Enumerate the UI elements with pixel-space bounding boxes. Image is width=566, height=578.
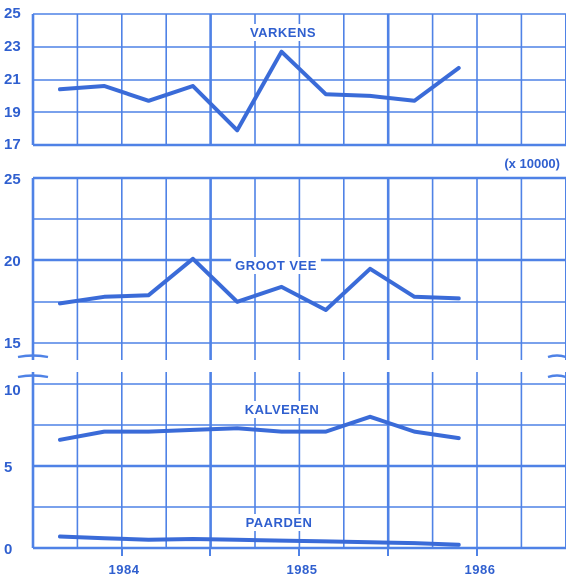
data-point [368, 540, 372, 544]
data-point [368, 415, 372, 419]
y-tick-label: 0 [4, 541, 12, 558]
y-tick-label: 25 [4, 171, 21, 188]
y-tick-label: 5 [4, 459, 12, 476]
data-point [58, 87, 62, 91]
data-point [324, 308, 328, 312]
series-label: GROOT VEE [235, 258, 317, 273]
data-point [191, 428, 195, 432]
data-point [191, 537, 195, 541]
data-point [368, 267, 372, 271]
data-point [147, 293, 151, 297]
series-line [58, 414, 461, 442]
data-point [102, 84, 106, 88]
x-tick-label: 1984 [109, 562, 140, 577]
x-tick-label: 1985 [287, 562, 318, 577]
series-label: PAARDEN [246, 515, 313, 530]
data-point [147, 538, 151, 542]
data-point [457, 296, 461, 301]
y-tick-label: 20 [4, 253, 21, 270]
data-point [412, 541, 416, 545]
unit-note: (x 10000) [504, 156, 560, 171]
y-tick-label: 19 [4, 104, 21, 121]
label-background [245, 24, 321, 41]
panel-varkens: 25 23 21 19 17 VARKENS [4, 5, 321, 153]
y-tick-label: 21 [4, 71, 21, 88]
data-point [412, 295, 416, 299]
series-line [58, 49, 461, 133]
data-point [324, 429, 328, 434]
data-point [235, 426, 239, 430]
data-point [324, 539, 328, 544]
grid [17, 13, 566, 556]
data-point [191, 257, 195, 261]
y-tick-label: 25 [4, 5, 21, 22]
label-background [231, 257, 321, 274]
data-point [412, 429, 416, 434]
data-point [412, 99, 416, 103]
panel-kalveren-paarden: 10 5 0 KALVEREN PAARDEN 1984 1985 1986 [4, 382, 495, 577]
label-background [241, 514, 317, 531]
data-point [102, 536, 106, 540]
data-point [147, 99, 151, 103]
series-line [58, 256, 461, 312]
series-label: KALVEREN [245, 402, 320, 417]
y-tick-label: 23 [4, 38, 21, 55]
data-point [279, 285, 284, 289]
data-point [279, 50, 284, 54]
data-point [58, 301, 62, 305]
data-point [279, 429, 284, 434]
data-point [457, 66, 461, 70]
data-point [368, 94, 372, 98]
y-tick-label: 15 [4, 335, 21, 352]
data-point [58, 438, 62, 442]
data-point [235, 538, 239, 542]
y-tick-label: 17 [4, 136, 21, 153]
data-point [58, 534, 62, 539]
data-point [191, 84, 195, 88]
data-point [457, 436, 461, 440]
series-line [58, 534, 461, 547]
y-tick-label: 10 [4, 382, 21, 399]
data-point [102, 429, 106, 434]
label-background [240, 401, 324, 418]
x-tick-label: 1986 [465, 562, 496, 577]
data-point [324, 92, 328, 96]
axis-break [547, 354, 566, 379]
panel-groot-vee: (x 10000) 25 20 15 GROOT VEE [4, 156, 560, 352]
data-point [457, 543, 461, 547]
data-point [102, 295, 106, 299]
data-point [235, 300, 239, 304]
series-label: VARKENS [250, 25, 316, 40]
data-point [279, 539, 284, 543]
data-point [235, 128, 239, 132]
axis-break [17, 354, 49, 379]
data-point [147, 429, 151, 434]
